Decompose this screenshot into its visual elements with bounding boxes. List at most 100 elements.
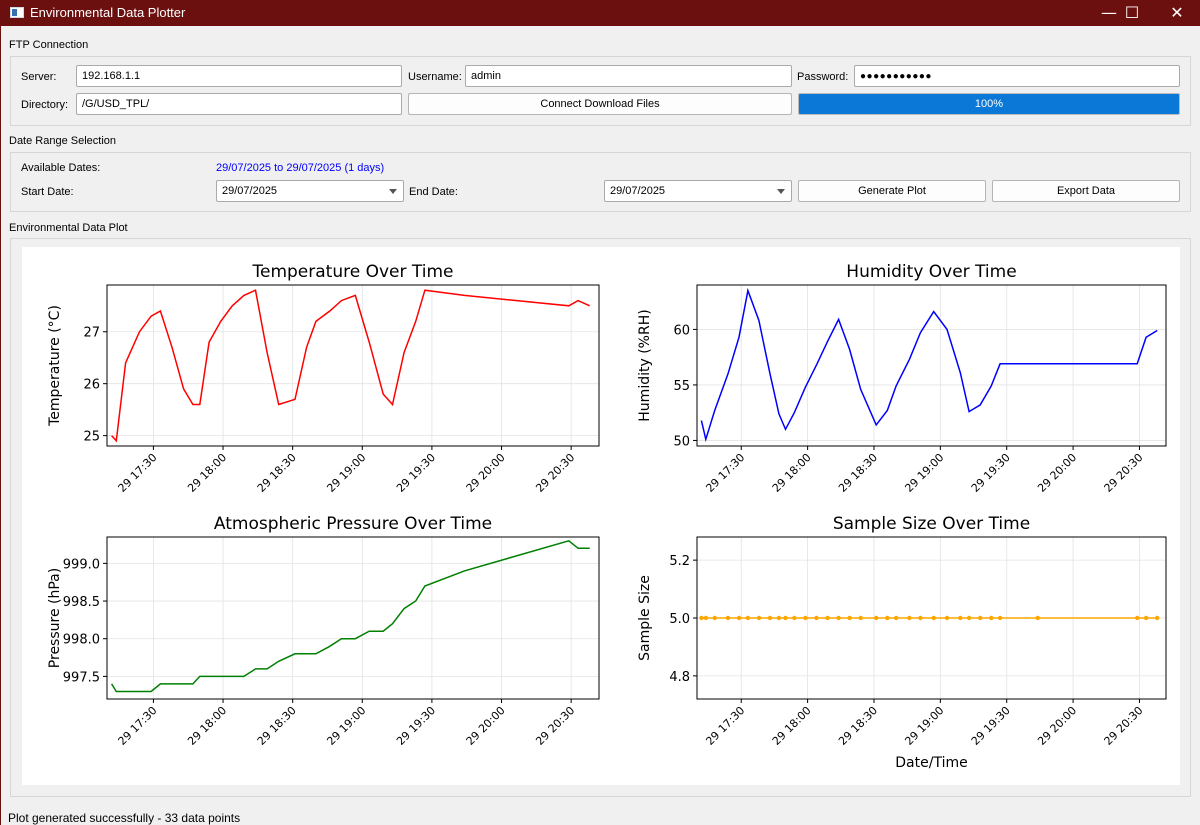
chevron-down-icon — [777, 189, 785, 194]
chart-3-x-tick-label: 29 20:00 — [464, 704, 508, 748]
chart-3-x-tick-label: 29 19:00 — [324, 704, 368, 748]
export-data-button[interactable]: Export Data — [992, 180, 1180, 202]
progress-fill — [799, 94, 1179, 114]
start-date-value: 29/07/2025 — [222, 185, 278, 197]
chart-1-x-tick-label: 29 20:30 — [533, 451, 577, 495]
chart-3-x-tick-label: 29 20:30 — [533, 704, 577, 748]
username-label: Username: — [408, 71, 462, 83]
password-label: Password: — [797, 71, 849, 83]
chart-4-x-tick-label: 29 20:00 — [1035, 704, 1079, 748]
chart-4-y-tick-label: 5.0 — [669, 612, 690, 627]
start-date-label: Start Date: — [21, 186, 74, 198]
server-label: Server: — [21, 71, 57, 83]
chart-4-data-point — [989, 615, 994, 621]
end-date-select[interactable]: 29/07/2025 — [604, 180, 792, 202]
directory-label: Directory: — [21, 99, 69, 111]
chart-4-data-point — [918, 615, 923, 621]
chart-2-y-tick-label: 50 — [673, 434, 690, 449]
chart-4-data-point — [756, 615, 762, 621]
chart-4-data-point — [858, 615, 863, 621]
chevron-down-icon — [389, 189, 397, 194]
chart-4-x-tick-label: 29 17:30 — [703, 704, 747, 748]
chart-4-data-point — [736, 615, 742, 621]
app-icon — [10, 7, 24, 18]
chart-4-x-axis-label: Date/Time — [895, 755, 967, 771]
chart-4-data-point — [847, 615, 852, 621]
chart-4-data-point — [725, 615, 731, 621]
server-input[interactable]: 192.168.1.1 — [76, 65, 402, 87]
chart-2-x-tick-label: 29 19:30 — [969, 451, 1013, 495]
title-bar: Environmental Data Plotter — ☐ ✕ — [0, 0, 1200, 26]
chart-3-y-tick-label: 998.0 — [63, 633, 100, 648]
chart-4-data-point — [745, 615, 751, 621]
generate-plot-button[interactable]: Generate Plot — [798, 180, 986, 202]
maximize-icon[interactable]: ☐ — [1124, 3, 1140, 22]
chart-4-data-point — [783, 615, 788, 621]
chart-1-y-tick-label: 25 — [83, 430, 100, 445]
chart-2-y-tick-label: 55 — [673, 379, 690, 394]
end-date-label: End Date: — [409, 186, 458, 198]
chart-4-data-point — [873, 615, 879, 621]
close-icon[interactable]: ✕ — [1170, 3, 1184, 22]
chart-3-y-tick-label: 999.0 — [63, 557, 100, 572]
chart-4-data-point — [699, 615, 704, 621]
chart-4-data-point — [792, 615, 797, 621]
plot-canvas: 25 26 27 29 17:30 29 18:00 29 18:30 29 19:00 29… — [22, 247, 1180, 785]
chart-3-x-tick-label: 29 19:30 — [394, 704, 438, 748]
directory-input[interactable]: /G/USD_TPL/ — [76, 93, 402, 115]
chart-4-data-point — [966, 615, 972, 621]
chart-4-data-point — [776, 615, 782, 621]
window-border — [0, 26, 1, 825]
available-dates-value: 29/07/2025 to 29/07/2025 (1 days) — [216, 162, 385, 174]
chart-2-x-tick-label: 29 19:00 — [902, 451, 946, 495]
chart-4-data-point — [931, 615, 936, 621]
chart-4-data-point — [1035, 615, 1040, 621]
chart-1-x-tick-label: 29 19:30 — [394, 451, 438, 495]
chart-2-title: Humidity Over Time — [846, 262, 1016, 282]
chart-4-x-tick-label: 29 18:30 — [836, 704, 880, 748]
plots-svg: 25 26 27 29 17:30 29 18:00 29 18:30 29 19:00 29… — [47, 262, 1167, 771]
chart-2-x-tick-label: 29 20:00 — [1035, 451, 1079, 495]
status-message: Plot generated successfully - 33 data po… — [8, 811, 241, 825]
chart-3-series-line — [110, 539, 590, 693]
download-progress-bar: 100% — [798, 93, 1180, 115]
chart-4-x-tick-label: 29 19:30 — [969, 704, 1013, 748]
chart-4-data-point — [1143, 615, 1149, 621]
chart-2-series-line — [700, 287, 1158, 443]
window-title: Environmental Data Plotter — [30, 5, 186, 20]
chart-4-y-tick-label: 5.2 — [669, 554, 690, 569]
chart-1-axes-frame — [106, 284, 600, 447]
chart-4-data-point — [712, 615, 717, 621]
chart-2-x-tick-label: 29 18:30 — [836, 451, 880, 495]
chart-4-data-point — [814, 615, 819, 621]
chart-3-x-tick-label: 29 18:30 — [255, 704, 299, 748]
chart-4-data-point — [703, 615, 709, 621]
chart-2-axes-frame — [696, 284, 1167, 447]
chart-1-x-tick-label: 29 20:00 — [464, 451, 508, 495]
end-date-value: 29/07/2025 — [610, 185, 666, 197]
chart-3-y-tick-label: 997.5 — [63, 670, 100, 685]
chart-4-title: Sample Size Over Time — [833, 514, 1030, 534]
minimize-icon[interactable]: — — [1101, 3, 1117, 22]
chart-1-y-axis-label: Temperature (°C) — [47, 305, 63, 427]
date-range-group-label: Date Range Selection — [9, 135, 117, 147]
chart-1-x-tick-label: 29 17:30 — [116, 451, 160, 495]
chart-1-series-line — [111, 289, 591, 443]
chart-1-x-tick-label: 29 18:30 — [255, 451, 299, 495]
chart-3-axes-frame — [106, 536, 600, 700]
chart-2-y-tick-label: 60 — [673, 323, 690, 338]
chart-3-y-axis-label: Pressure (hPa) — [47, 568, 63, 668]
chart-4-data-point — [907, 615, 912, 621]
password-input[interactable]: ●●●●●●●●●●● — [854, 65, 1180, 87]
start-date-select[interactable]: 29/07/2025 — [216, 180, 404, 202]
chart-1-title: Temperature Over Time — [252, 262, 454, 282]
connect-download-button[interactable]: Connect Download Files — [408, 93, 792, 115]
chart-4-y-axis-label: Sample Size — [637, 575, 653, 661]
chart-2-x-tick-label: 29 20:30 — [1102, 451, 1146, 495]
username-input[interactable]: admin — [465, 65, 792, 87]
chart-4-x-tick-label: 29 20:30 — [1102, 704, 1146, 748]
chart-4-x-tick-label: 29 19:00 — [902, 704, 946, 748]
chart-3-y-tick-label: 998.5 — [63, 595, 100, 610]
chart-4-y-tick-label: 4.8 — [669, 670, 690, 685]
ftp-group-label: FTP Connection — [9, 39, 89, 51]
